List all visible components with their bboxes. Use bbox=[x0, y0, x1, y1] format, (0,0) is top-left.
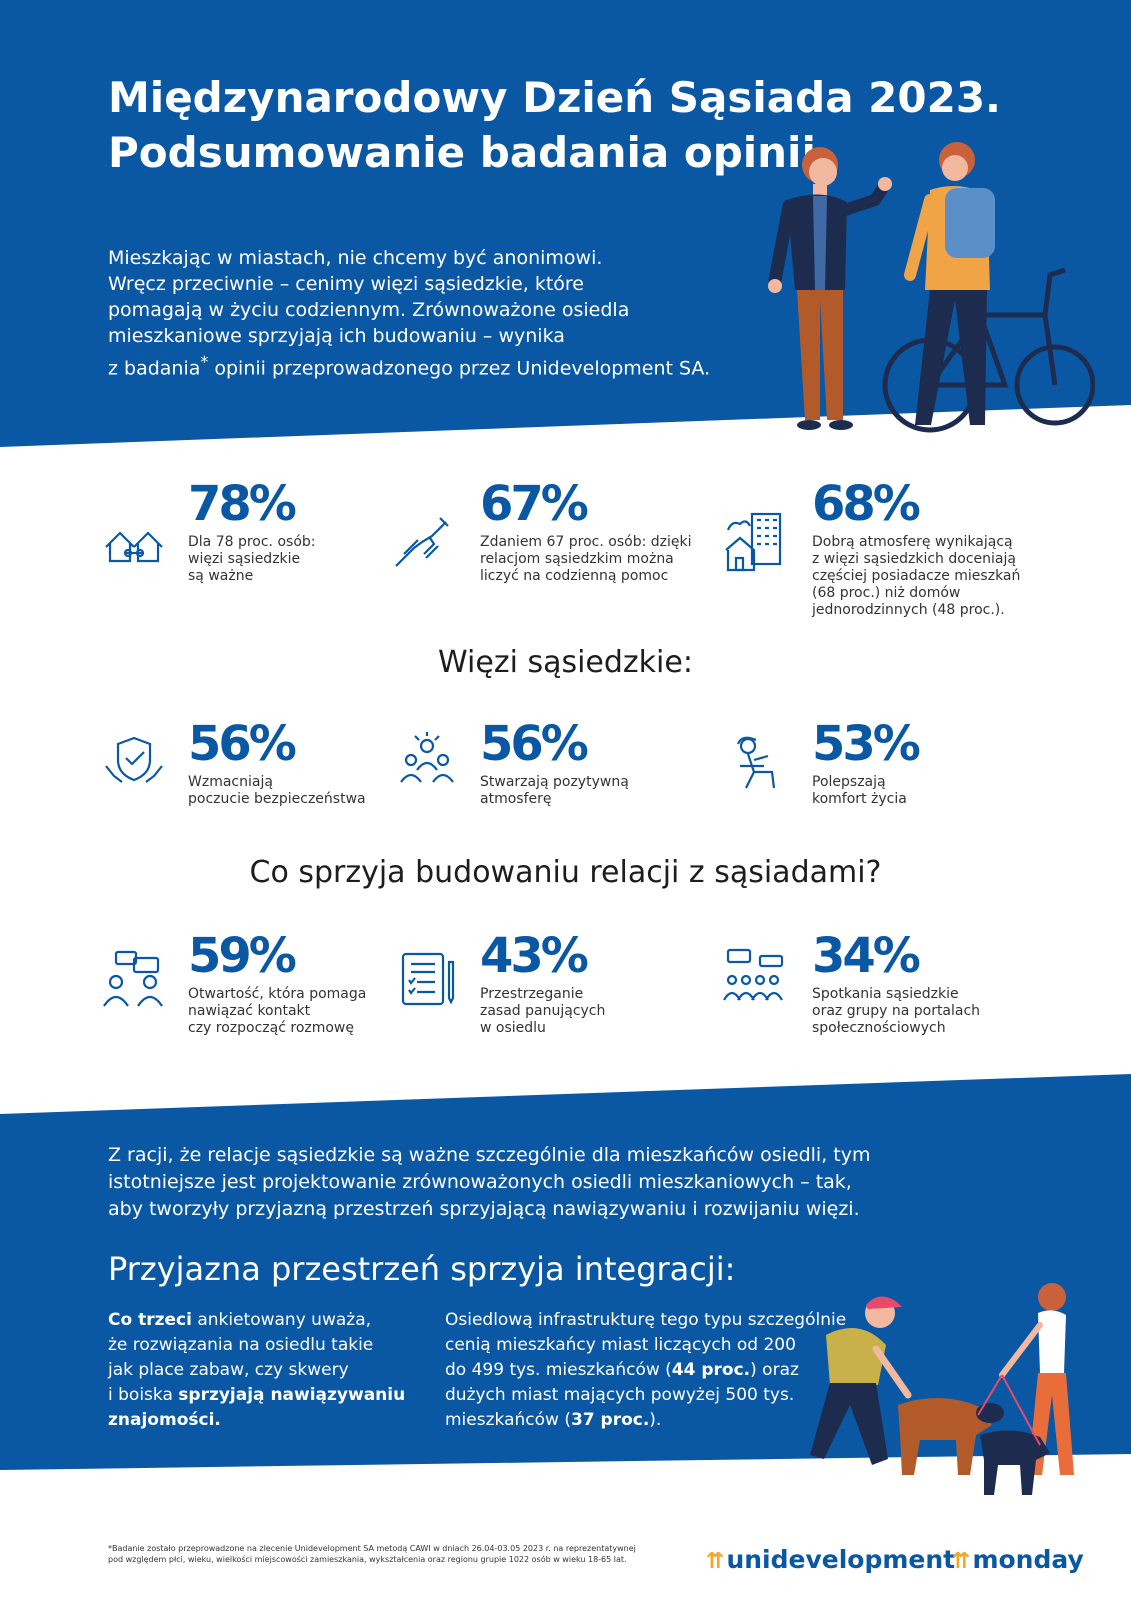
houses-icon bbox=[102, 515, 166, 579]
stat-description: Zdaniem 67 proc. osób: dzięki relacjom są… bbox=[480, 534, 692, 584]
stat-67: 67% Zdaniem 67 proc. osób: dzięki relacjo… bbox=[480, 478, 780, 585]
footnote: *Badanie zostało przeprowadzone na zlece… bbox=[108, 1544, 636, 1564]
stat-percentage: 78% bbox=[188, 476, 297, 532]
stat-56-safety: 56% Wzmacniają poczucie bezpieczeństwa bbox=[188, 718, 488, 808]
stat-description: Dla 78 proc. osób: więzi sąsiedzkie są waż… bbox=[188, 534, 316, 584]
section-heading-relations: Co sprzyja budowaniu relacji z sąsiadami… bbox=[249, 855, 882, 890]
stat-percentage: 56% bbox=[188, 716, 297, 772]
stat-percentage: 34% bbox=[812, 928, 921, 984]
integration-left-text: Co trzeci ankietowany uważa, że rozwiąza… bbox=[108, 1310, 406, 1430]
stat-percentage: 59% bbox=[188, 928, 297, 984]
stat-53: 53% Polepszają komfort życia bbox=[812, 718, 1112, 808]
group-people-icon bbox=[395, 730, 459, 794]
stat-43: 43% Przestrzeganie zasad panujących w osie… bbox=[480, 930, 780, 1037]
unidevelopment-logo: ⇈unidevelopment bbox=[706, 1545, 956, 1574]
stat-description: Otwartość, która pomaga nawiązać kontakt c… bbox=[188, 986, 367, 1036]
stat-description: Dobrą atmosferę wynikającą z więzi sąsied… bbox=[812, 534, 1021, 618]
stat-percentage: 53% bbox=[812, 716, 921, 772]
stat-percentage: 43% bbox=[480, 928, 589, 984]
stat-description: Stwarzają pozytywną atmosferę bbox=[480, 774, 629, 807]
integration-right-text: Osiedlową infrastrukturę tego typu szcze… bbox=[445, 1310, 847, 1430]
stat-59: 59% Otwartość, która pomaga nawiązać kont… bbox=[188, 930, 488, 1037]
relaxing-person-icon bbox=[728, 732, 792, 796]
dog-walkers-illustration bbox=[810, 1283, 1074, 1495]
stat-34: 34% Spotkania sąsiedzkie oraz grupy na po… bbox=[812, 930, 1112, 1037]
stat-percentage: 56% bbox=[480, 716, 589, 772]
meeting-icon bbox=[720, 948, 784, 1012]
intro-text: Mieszkając w miastach, nie chcemy być an… bbox=[108, 247, 711, 380]
stat-percentage: 67% bbox=[480, 476, 589, 532]
neighbors-illustration bbox=[768, 142, 1095, 433]
stat-description: Spotkania sąsiedzkie oraz grupy na portal… bbox=[812, 986, 981, 1036]
page-title: Międzynarodowy Dzień Sąsiada 2023. Podsu… bbox=[108, 73, 1002, 177]
closing-text: Z racji, że relacje sąsiedzkie są ważne … bbox=[108, 1144, 871, 1220]
stat-56-atmosphere: 56% Stwarzają pozytywną atmosferę bbox=[480, 718, 780, 808]
stat-78: 78% Dla 78 proc. osób: więzi sąsiedzkie są… bbox=[188, 478, 488, 585]
stat-description: Przestrzeganie zasad panujących w osiedlu bbox=[480, 986, 606, 1036]
conversation-icon bbox=[102, 948, 166, 1012]
stat-percentage: 68% bbox=[812, 476, 921, 532]
logo-arrows-icon: ⇈ bbox=[706, 1549, 725, 1574]
monday-logo: ⇈monday bbox=[952, 1545, 1084, 1574]
integration-heading: Przyjazna przestrzeń sprzyja integracji: bbox=[108, 1250, 736, 1288]
rules-document-icon bbox=[395, 948, 459, 1012]
logo-arrows-icon: ⇈ bbox=[952, 1549, 971, 1574]
stat-description: Wzmacniają poczucie bezpieczeństwa bbox=[188, 774, 366, 807]
section-heading-bonds: Więzi sąsiedzkie: bbox=[438, 645, 693, 680]
stat-description: Polepszają komfort życia bbox=[812, 774, 907, 807]
apartment-house-icon bbox=[722, 510, 786, 574]
stat-68: 68% Dobrą atmosferę wynikającą z więzi są… bbox=[812, 478, 1052, 619]
shield-hands-icon bbox=[102, 732, 166, 796]
helping-hands-icon bbox=[390, 510, 454, 574]
